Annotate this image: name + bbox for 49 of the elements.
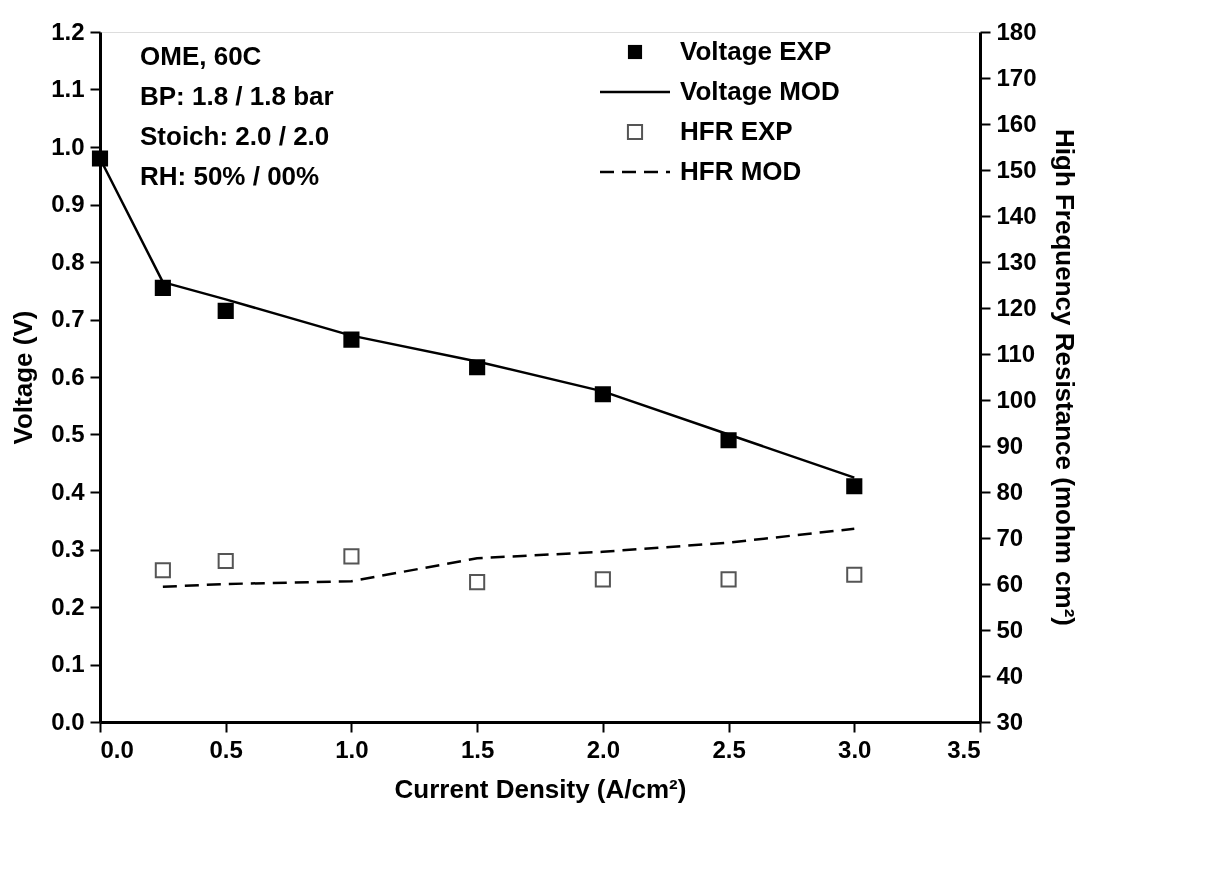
x-tick-label: 3.0 <box>838 735 872 763</box>
y2-tick-label: 110 <box>996 339 1036 367</box>
legend-label: HFR MOD <box>680 156 802 186</box>
y2-tick-label: 180 <box>996 17 1037 45</box>
y-tick-label: 0.9 <box>51 190 85 217</box>
line-series <box>161 527 856 589</box>
y2-tick-label: 30 <box>996 707 1024 735</box>
y2-tick-label: 40 <box>996 661 1024 689</box>
y2-tick-label: 90 <box>996 431 1024 459</box>
y2-tick-label: 140 <box>996 201 1037 229</box>
y2-tick-label: 150 <box>996 155 1037 183</box>
annotation: OME, 60C <box>140 41 262 71</box>
y2-tick-label: 60 <box>996 569 1024 597</box>
legend-label: Voltage MOD <box>680 76 840 106</box>
y2-tick-label: 160 <box>996 109 1037 137</box>
y-tick-label: 1.1 <box>51 75 85 102</box>
y-tick-label: 0.3 <box>51 535 85 562</box>
y2-tick-label: 80 <box>996 477 1024 505</box>
y-tick-label: 0.8 <box>51 247 85 275</box>
y2-tick-label: 100 <box>996 385 1037 413</box>
x-tick-label: 0.5 <box>209 735 243 763</box>
y-tick-label: 0.7 <box>51 305 85 332</box>
y-tick-label: 0.4 <box>51 477 86 505</box>
x-tick-label: 3.5 <box>947 735 981 763</box>
annotation: Stoich: 2.0 / 2.0 <box>140 121 330 151</box>
y-tick-label: 0.2 <box>51 592 85 620</box>
legend-label: HFR EXP <box>680 116 793 146</box>
x-tick-label: 1.0 <box>335 735 369 763</box>
legend-label: Voltage EXP <box>680 36 832 66</box>
y2-axis-title: High Frequency Resistance (mohm cm²) <box>1049 129 1080 626</box>
y2-tick-label: 170 <box>996 63 1037 91</box>
y2-tick-label: 70 <box>996 523 1024 551</box>
x-tick-label: 1.5 <box>460 735 495 763</box>
y-tick-label: 0.5 <box>51 420 85 447</box>
y-tick-label: 0.1 <box>51 650 85 677</box>
x-axis-title: Current Density (A/cm²) <box>394 773 687 804</box>
annotation: BP: 1.8 / 1.8 bar <box>140 81 334 111</box>
y2-tick-label: 130 <box>996 247 1037 275</box>
y-axis-title: Voltage (V) <box>8 310 39 445</box>
y-tick-label: 1.2 <box>51 17 85 45</box>
y2-tick-label: 120 <box>996 293 1037 321</box>
x-tick-label: 2.5 <box>712 735 746 763</box>
annotation: RH: 50% / 00% <box>140 161 320 191</box>
x-tick-label: 2.0 <box>586 735 621 763</box>
y2-tick-label: 50 <box>996 615 1024 643</box>
x-tick-label: 0.0 <box>100 735 134 763</box>
y-tick-label: 1.0 <box>51 132 85 160</box>
y-tick-label: 0.6 <box>51 362 85 390</box>
y-tick-label: 0.0 <box>51 707 85 735</box>
